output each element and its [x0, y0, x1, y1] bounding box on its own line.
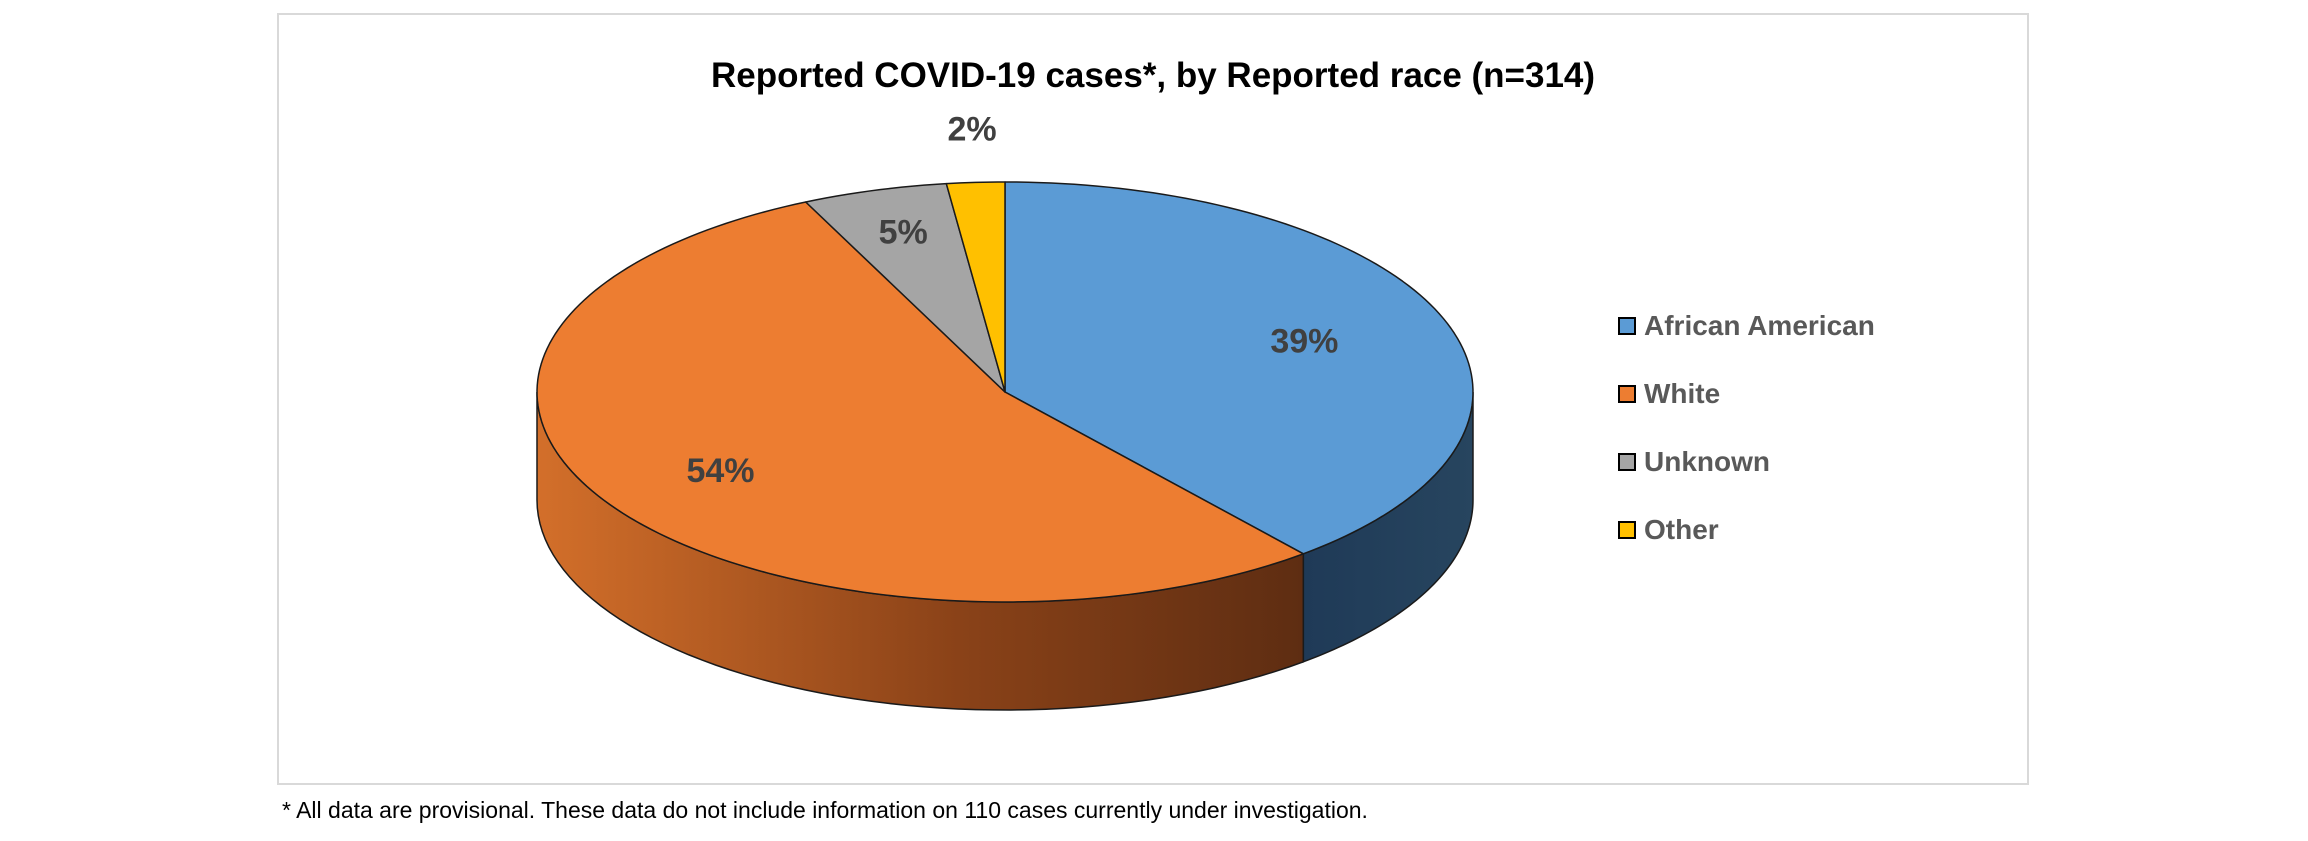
chart-legend: African American White Unknown Other [1618, 292, 1875, 564]
legend-label: African American [1644, 310, 1875, 341]
pie-slice-african-american [1004, 181, 1474, 555]
data-label-unknown: 5% [879, 214, 928, 252]
legend-swatch-african-american [1618, 317, 1636, 335]
chart-title: Reported COVID-19 cases*, by Reported ra… [710, 56, 1596, 95]
legend-swatch-white [1618, 385, 1636, 403]
pie-slice-other [945, 181, 1006, 393]
legend-item-white: White [1618, 360, 1875, 428]
footnote: * All data are provisional. These data d… [282, 797, 1368, 823]
data-label-white: 54% [686, 452, 754, 490]
pie-slice-unknown [804, 182, 1006, 393]
data-label-african-american: 39% [1270, 323, 1338, 361]
pie-slice-white [536, 201, 1305, 603]
legend-item-unknown: Unknown [1618, 428, 1875, 496]
data-label-other: 2% [948, 110, 997, 148]
pie-labels: 39% 54% 5% 2% [686, 110, 1338, 490]
pie-top [536, 181, 1474, 603]
legend-label: Other [1644, 514, 1719, 545]
legend-swatch-other [1618, 521, 1636, 539]
legend-swatch-unknown [1618, 453, 1636, 471]
legend-label: Unknown [1644, 446, 1770, 477]
legend-label: White [1644, 378, 1721, 409]
legend-item-african-american: African American [1618, 292, 1875, 360]
legend-item-other: Other [1618, 496, 1875, 564]
